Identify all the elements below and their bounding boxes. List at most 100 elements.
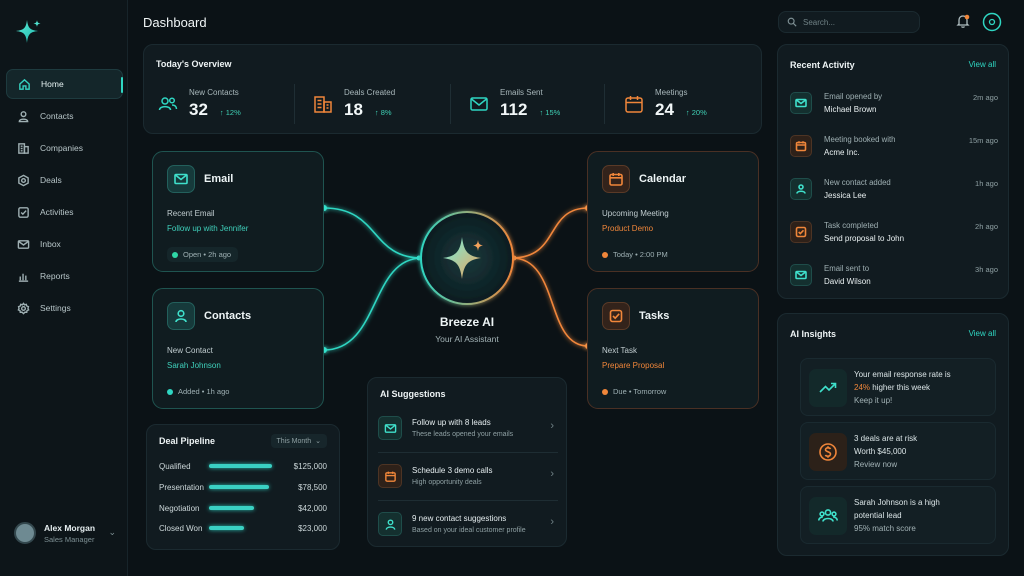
status-text: Today • 2:00 PM [613, 250, 668, 259]
stat-deals-created[interactable]: Deals Created 18 ↑ 8% [312, 84, 395, 124]
activity-item[interactable]: Meeting booked with Acme Inc. 15m ago [790, 128, 998, 164]
insight-line: 3 deals are at risk [854, 434, 918, 443]
card-highlight[interactable]: Product Demo [602, 224, 654, 233]
sparkle-logo-icon [16, 20, 41, 43]
stat-delta: 20% [691, 108, 707, 117]
bell-icon[interactable] [955, 13, 971, 29]
calendar-icon [609, 173, 623, 186]
pipeline-value: $125,000 [293, 461, 327, 471]
status-text: Open • 2h ago [183, 250, 232, 259]
insight-item[interactable]: Your email response rate is 24% higher t… [800, 358, 996, 416]
suggestion-title: Follow up with 8 leads [412, 418, 491, 427]
activity-item[interactable]: New contact added Jessica Lee 1h ago [790, 171, 998, 207]
contacts-icon-box [167, 302, 195, 330]
activity-item[interactable]: Email opened by Michael Brown 2m ago [790, 85, 998, 121]
calendar-icon [625, 96, 643, 113]
status-text: Due • Tomorrow [613, 387, 667, 396]
sidebar-item-home[interactable]: Home [6, 69, 123, 99]
sidebar: Home Contacts Companies Deals Activities… [0, 0, 128, 576]
pipeline-row[interactable]: Closed Won $23,000 [159, 522, 327, 534]
card-highlight[interactable]: Sarah Johnson [167, 361, 221, 370]
suggestion-title: 9 new contact suggestions [412, 514, 507, 523]
dollar-coin-icon [809, 433, 847, 471]
overview-card: Today's Overview [143, 44, 762, 134]
insight-item[interactable]: Sarah Johnson is a high potential lead 9… [800, 486, 996, 544]
sidebar-item-companies[interactable]: Companies [6, 133, 123, 163]
suggestion-item[interactable]: Follow up with 8 leads These leads opened… [378, 408, 558, 448]
activity-item[interactable]: Email sent to David Wilson 3h ago [790, 257, 998, 293]
pipeline-stage: Negotiation [159, 503, 200, 513]
activity-item[interactable]: Task completed Send proposal to John 2h a… [790, 214, 998, 250]
sidebar-item-reports[interactable]: Reports [6, 261, 123, 291]
sidebar-item-label: Companies [40, 143, 83, 153]
avatar [14, 522, 36, 544]
card-subtitle: Next Task [602, 346, 637, 355]
sidebar-item-label: Reports [40, 271, 70, 281]
card-highlight[interactable]: Prepare Proposal [602, 361, 665, 370]
suggestion-title: Schedule 3 demo calls [412, 466, 493, 475]
suggestions-title: AI Suggestions [380, 389, 446, 399]
pipeline-stage: Qualified [159, 461, 191, 471]
ai-insights-card: AI Insights View all Your email response… [777, 313, 1009, 556]
activity-title: Recent Activity [790, 60, 855, 70]
chevron-down-icon[interactable]: ⌄ [108, 527, 116, 537]
stat-new-contacts[interactable]: New Contacts 32 ↑ 12% [157, 84, 241, 124]
stat-label: Emails Sent [500, 88, 543, 97]
hub-name: Breeze AI [439, 315, 495, 329]
tasks-card[interactable]: Tasks Next Task Prepare Proposal Due • T… [587, 288, 759, 409]
sidebar-item-contacts[interactable]: Contacts [6, 101, 123, 131]
status-text: Added • 1h ago [178, 387, 230, 396]
activity-time: 15m ago [968, 136, 998, 145]
divider [378, 452, 558, 453]
email-card[interactable]: Email Recent Email Follow up with Jennif… [152, 151, 324, 272]
pipeline-row[interactable]: Negotiation $42,000 [159, 502, 327, 514]
profile-ring-icon[interactable] [982, 12, 1002, 32]
ai-suggestions-card: AI Suggestions Follow up with 8 leads The… [367, 377, 567, 547]
status-badge: Today • 2:00 PM [602, 247, 675, 262]
gear-icon [17, 301, 30, 315]
suggestion-item[interactable]: 9 new contact suggestions Based on your i… [378, 504, 558, 544]
insight-line: Worth $45,000 [854, 447, 907, 456]
task-check-icon [609, 309, 623, 323]
checkbox-icon [18, 206, 29, 218]
calendar-card[interactable]: Calendar Upcoming Meeting Product Demo T… [587, 151, 759, 272]
mail-icon [470, 97, 488, 111]
activity-desc: Email sent to [824, 264, 870, 273]
period-value: This Month [276, 437, 312, 445]
activity-time: 1h ago [975, 179, 998, 188]
suggestion-item[interactable]: Schedule 3 demo calls High opportunity de… [378, 456, 558, 496]
stat-meetings[interactable]: Meetings 24 ↑ 20% [623, 84, 707, 124]
sidebar-item-activities[interactable]: Activities [6, 197, 123, 227]
pipeline-row[interactable]: Qualified $125,000 [159, 460, 327, 472]
pipeline-row[interactable]: Presentation $78,500 [159, 481, 327, 493]
sidebar-item-deals[interactable]: Deals [6, 165, 123, 195]
user-profile[interactable]: Alex Morgan Sales Manager ⌄ [8, 518, 124, 548]
activity-desc: Task completed [824, 221, 879, 230]
stat-value: 112 [500, 100, 528, 119]
card-highlight[interactable]: Follow up with Jennifer [167, 224, 249, 233]
pipeline-value: $23,000 [298, 523, 327, 533]
deal-pipeline-card: Deal Pipeline This Month ⌄ Qualified $125… [146, 424, 340, 550]
stat-emails-sent[interactable]: Emails Sent 112 ↑ 15% [468, 84, 560, 124]
card-title: Email [204, 173, 234, 185]
stat-label: Deals Created [344, 88, 396, 97]
contacts-card[interactable]: Contacts New Contact Sarah Johnson Added… [152, 288, 324, 409]
period-dropdown[interactable]: This Month ⌄ [270, 434, 327, 448]
activity-time: 3h ago [975, 265, 998, 274]
breeze-ai-hub[interactable] [420, 211, 514, 305]
task-check-icon [790, 221, 812, 243]
suggestion-desc: These leads opened your emails [412, 431, 514, 438]
insight-line: Your email response rate is [854, 370, 951, 379]
user-icon [18, 110, 29, 122]
sidebar-item-inbox[interactable]: Inbox [6, 229, 123, 259]
sidebar-item-settings[interactable]: Settings [6, 293, 123, 323]
insight-item[interactable]: 3 deals are at risk Worth $45,000 Review… [800, 422, 996, 480]
chevron-down-icon: ⌄ [315, 438, 321, 445]
activity-view-all-link[interactable]: View all [968, 60, 996, 69]
insight-note: Keep it up! [854, 396, 893, 405]
users-icon [809, 497, 847, 535]
search-input[interactable]: Search... [778, 11, 920, 33]
building-icon [18, 142, 29, 154]
recent-activity-card: Recent Activity View all Email opened by… [777, 44, 1009, 299]
insights-view-all-link[interactable]: View all [968, 329, 996, 338]
